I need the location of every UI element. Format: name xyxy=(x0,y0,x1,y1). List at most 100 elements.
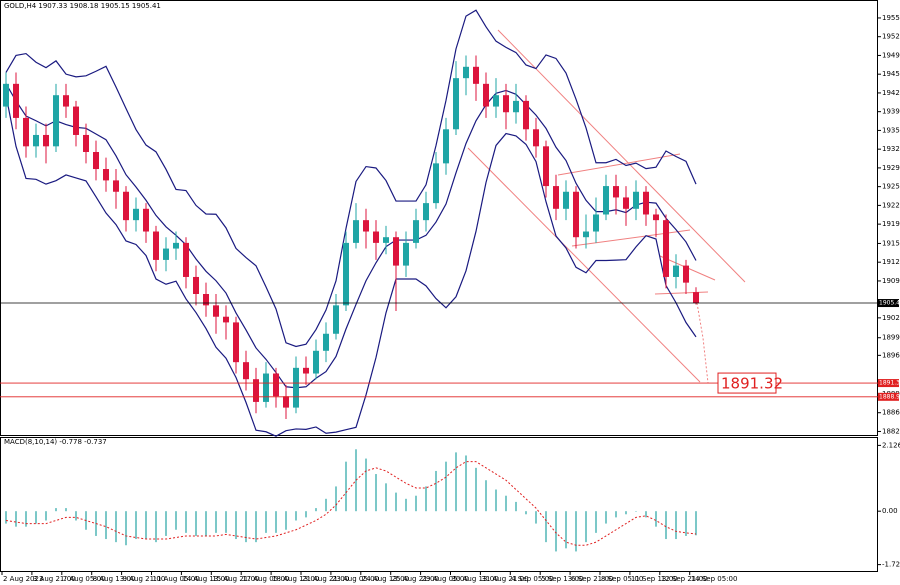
candle-body xyxy=(373,231,379,243)
candle-body xyxy=(213,305,219,317)
macd-y-tick-label: -1.726 xyxy=(882,561,900,569)
bollinger-lower xyxy=(5,95,697,437)
candle-body xyxy=(93,152,99,170)
macd-bar xyxy=(75,511,77,521)
macd-bar xyxy=(615,511,617,518)
x-tick-label: 11 Aug 05:00 xyxy=(153,575,200,583)
channel-lower xyxy=(467,147,701,383)
wedge-lower xyxy=(654,291,709,295)
x-tick-label: 18 Aug 13:00 xyxy=(272,575,319,583)
y-tick-label: 1955.60 xyxy=(882,14,900,22)
macd-bar xyxy=(555,511,557,552)
price-tag xyxy=(878,379,899,388)
macd-bar xyxy=(315,508,317,512)
macd-bar xyxy=(15,511,17,527)
y-tick-label: 1935.80 xyxy=(882,126,900,134)
projection xyxy=(696,302,709,384)
macd-bar xyxy=(255,511,257,543)
macd-bar xyxy=(575,511,577,552)
candle-body xyxy=(403,242,409,266)
macd-bar xyxy=(285,511,287,530)
macd-bar xyxy=(45,511,47,521)
x-tick-label: 30 Aug 13:00 xyxy=(452,575,499,583)
candle-body xyxy=(13,83,19,118)
y-tick-label: 1896.20 xyxy=(882,351,900,359)
x-tick-label: 29 Aug 05:00 xyxy=(422,575,469,583)
x-tick-label: 23 Aug 05:00 xyxy=(332,575,379,583)
macd-bar xyxy=(685,511,687,536)
macd-bar xyxy=(205,511,207,536)
candle-body xyxy=(303,367,309,374)
candle-body xyxy=(113,180,119,192)
candle-body xyxy=(553,186,559,209)
macd-bar xyxy=(125,511,127,546)
candle-body xyxy=(163,248,169,260)
candle-body xyxy=(123,191,129,221)
flag-lower xyxy=(571,229,691,247)
macd-bar xyxy=(635,511,637,512)
macd-bar xyxy=(695,511,697,536)
candle-body xyxy=(323,333,329,351)
candle-body xyxy=(543,146,549,187)
macd-bar xyxy=(365,458,367,512)
macd-bar xyxy=(195,511,197,536)
macd-bar xyxy=(305,511,307,518)
macd-title: MACD(8,10,14) -0.778 -0.737 xyxy=(4,438,107,446)
candle-body xyxy=(293,367,299,408)
x-tick-label: 3 Aug 21:00 xyxy=(33,575,76,583)
y-tick-label: 1925.90 xyxy=(882,183,900,191)
candle-body xyxy=(663,220,669,277)
macd-bar xyxy=(425,486,427,512)
macd-bar xyxy=(185,511,187,533)
candle-body xyxy=(353,220,359,243)
x-tick-label: 14 Aug 13:00 xyxy=(182,575,229,583)
macd-bar xyxy=(5,511,7,524)
candle-body xyxy=(473,66,479,84)
candle-body xyxy=(643,191,649,215)
candle-body xyxy=(193,276,199,294)
y-tick-label: 1915.90 xyxy=(882,239,900,247)
price-tag xyxy=(878,299,899,308)
annotation-box xyxy=(717,372,777,394)
price-tag-label: 1905.41 xyxy=(879,300,900,307)
macd-bar xyxy=(565,511,567,549)
candle-body xyxy=(53,95,59,147)
x-tick-label: 6 Sep 21:00 xyxy=(571,575,613,583)
macd-signal xyxy=(5,461,697,546)
candle-body xyxy=(433,163,439,204)
macd-bar xyxy=(145,511,147,540)
price-tag-label: 1891.32 xyxy=(879,380,900,387)
macd-panel-frame xyxy=(0,437,878,572)
x-tick-label: 15 Aug 21:00 xyxy=(212,575,259,583)
candle-body xyxy=(83,134,89,152)
x-tick-label: 11 Sep 13:00 xyxy=(631,575,678,583)
x-tick-label: 9 Aug 21:00 xyxy=(123,575,166,583)
candle-body xyxy=(73,106,79,135)
flag-upper xyxy=(557,153,681,176)
macd-bar xyxy=(645,511,647,518)
y-tick-label: 1886.10 xyxy=(882,409,900,417)
candle-body xyxy=(183,242,189,277)
x-tick-label: 25 Aug 21:00 xyxy=(392,575,439,583)
y-tick-label: 1942.40 xyxy=(882,89,900,97)
main-panel-frame xyxy=(0,0,878,436)
x-tick-label: 8 Sep 05:00 xyxy=(601,575,643,583)
y-tick-label: 1949.00 xyxy=(882,51,900,59)
macd-bar xyxy=(585,511,587,543)
price-tag-label: 1888.90 xyxy=(879,393,900,400)
candle-body xyxy=(143,208,149,232)
candle-body xyxy=(693,292,699,304)
x-tick-label: 2 Aug 2023 xyxy=(3,575,43,583)
candle-body xyxy=(23,117,29,147)
x-tick-label: 31 Aug 21:00 xyxy=(481,575,528,583)
macd-bar xyxy=(385,483,387,512)
candle-body xyxy=(243,362,249,380)
macd-bar xyxy=(495,489,497,512)
candle-body xyxy=(563,191,569,209)
candle-body xyxy=(453,78,459,130)
y-tick-label: 1899.30 xyxy=(882,334,900,342)
macd-bar xyxy=(415,495,417,512)
candle-body xyxy=(233,322,239,363)
macd-bar xyxy=(465,455,467,512)
